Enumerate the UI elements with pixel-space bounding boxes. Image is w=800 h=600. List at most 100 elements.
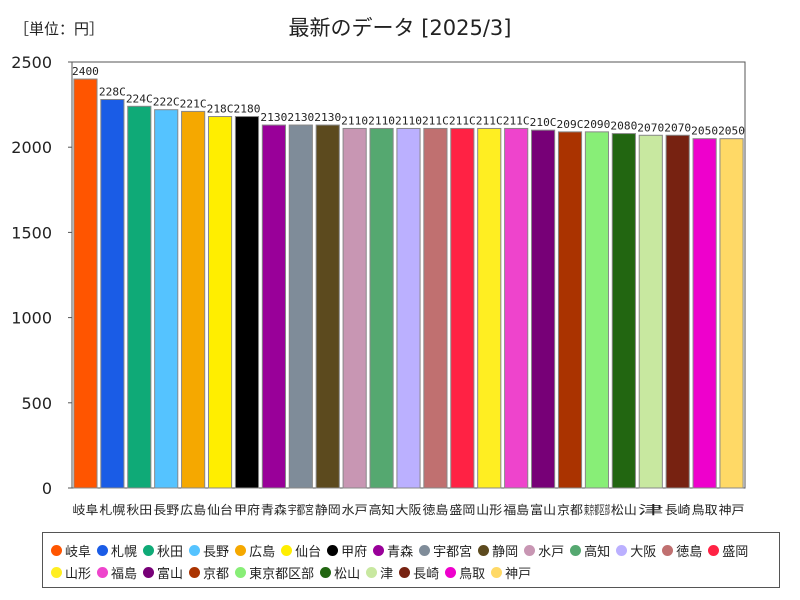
legend-item: 札幌 xyxy=(97,539,137,561)
legend-item: 高知 xyxy=(570,539,610,561)
bar-value-label: 2050 xyxy=(718,125,745,138)
legend-swatch xyxy=(189,544,201,556)
legend-label: 仙台 xyxy=(295,544,322,560)
bar-value-label: 2400 xyxy=(72,65,99,78)
legend-label: 広島 xyxy=(249,544,276,560)
legend-item: 京都 xyxy=(189,561,229,583)
legend-label: 津 xyxy=(380,566,394,582)
legend-label: 水戸 xyxy=(538,544,565,560)
bar-value-label: 2130 xyxy=(287,111,314,124)
legend-label: 東京都区部 xyxy=(249,566,315,582)
bar-0 xyxy=(73,78,98,489)
bar-value-label: 2110 xyxy=(368,114,395,127)
bar-value-label: 211C xyxy=(503,114,530,127)
bar-21 xyxy=(638,134,663,489)
bar-10 xyxy=(342,127,367,489)
bar-11 xyxy=(369,127,394,489)
bar-5 xyxy=(207,116,233,489)
bar-20 xyxy=(611,133,636,489)
legend-swatch xyxy=(366,566,378,578)
bar-2 xyxy=(127,105,152,489)
bar-24 xyxy=(719,138,744,489)
legend-swatch xyxy=(616,544,628,556)
x-tick-label: 青森 xyxy=(261,502,287,517)
legend-swatch xyxy=(327,544,339,556)
legend-label: 岐阜 xyxy=(65,544,92,560)
legend-swatch xyxy=(320,566,332,578)
bar-value-label: 209C xyxy=(557,118,584,131)
bar-value-label: 228C xyxy=(99,85,126,98)
x-tick-label: 富山 xyxy=(530,502,556,517)
legend-swatch xyxy=(235,544,247,556)
bar-15 xyxy=(477,127,502,489)
bar-value-label: 218C xyxy=(207,103,234,116)
y-tick-label: 2000 xyxy=(11,138,52,157)
x-tick-label: 山形 xyxy=(476,503,502,517)
legend-swatch xyxy=(97,544,109,556)
bar-value-label: 2180 xyxy=(234,103,261,116)
unit-label: ［単位：円］ xyxy=(14,20,105,38)
legend-swatch xyxy=(143,544,155,556)
y-tick-label: 500 xyxy=(21,394,52,413)
legend-item: 広島 xyxy=(235,539,275,561)
bar-value-label: 2110 xyxy=(341,114,368,127)
legend-item: 青森 xyxy=(373,539,413,561)
x-tick-label: 津 xyxy=(638,503,664,517)
bar-13 xyxy=(423,127,448,489)
legend-label: 青森 xyxy=(387,544,414,560)
legend-swatch xyxy=(419,544,431,556)
bar-7 xyxy=(261,124,286,489)
bar-value-label: 2110 xyxy=(395,114,422,127)
legend-label: 大阪 xyxy=(630,544,657,560)
legend-swatch xyxy=(281,544,293,556)
y-tick-label: 2500 xyxy=(11,53,52,72)
x-tick-label: 広島 xyxy=(180,502,206,517)
x-tick-label: 松山 xyxy=(611,503,637,517)
bar-1 xyxy=(100,98,125,489)
legend-label: 甲府 xyxy=(341,544,368,560)
bar-value-label: 211C xyxy=(449,114,476,127)
legend-label: 徳島 xyxy=(676,544,703,560)
x-tick-label: 長野 xyxy=(153,503,179,517)
bar-value-label: 224C xyxy=(126,92,153,105)
legend-swatch xyxy=(570,544,582,556)
bar-value-label: 211C xyxy=(422,114,449,127)
legend-item: 鳥取 xyxy=(445,561,485,583)
legend-swatch xyxy=(51,544,62,556)
legend-item: 津 xyxy=(366,561,393,583)
legend-label: 松山 xyxy=(334,566,361,582)
legend-item: 東京都区部 xyxy=(235,561,314,583)
legend-swatch xyxy=(708,544,720,556)
legend-item: 長野 xyxy=(189,539,229,561)
x-tick-label: 鳥取 xyxy=(692,502,718,517)
legend-label: 神戸 xyxy=(505,566,532,582)
legend-label: 福島 xyxy=(111,566,138,582)
legend: 岐阜 札幌 秋田 長野 広島 仙台 甲府 青森 宇都宮 静岡 水戸 高知 大阪 徳島 盛岡 山形 福島 富山 京都 東… xyxy=(42,532,780,588)
legend-item: 長崎 xyxy=(399,561,439,583)
bar-9 xyxy=(315,124,340,489)
legend-label: 山形 xyxy=(65,566,92,582)
bar-value-label: 2050 xyxy=(691,125,718,138)
legend-label: 静岡 xyxy=(492,544,519,560)
x-tick-label: 神戸 xyxy=(719,503,745,517)
bar-19 xyxy=(584,131,610,489)
bar-18 xyxy=(557,131,583,489)
legend-label: 長野 xyxy=(203,544,230,560)
bar-4 xyxy=(181,110,206,489)
x-tick-label: 宇都宮 xyxy=(288,502,314,517)
legend-swatch xyxy=(478,544,490,556)
legend-swatch xyxy=(524,544,536,556)
x-tick-label: 札幌 xyxy=(99,502,125,517)
bar-17 xyxy=(531,129,556,489)
legend-item: 岐阜 xyxy=(51,539,91,561)
legend-item: 秋田 xyxy=(143,539,183,561)
x-tick-label: 岐阜 xyxy=(73,503,99,517)
bar-value-label: 222C xyxy=(153,96,180,109)
bar-value-label: 2080 xyxy=(610,120,637,133)
y-tick-label: 0 xyxy=(42,479,52,498)
x-tick-label: 仙台 xyxy=(207,502,233,517)
x-tick-label: 高知 xyxy=(369,502,395,517)
bar-14 xyxy=(450,127,475,489)
legend-item: 大阪 xyxy=(616,539,656,561)
y-tick-label: 1500 xyxy=(11,223,52,242)
